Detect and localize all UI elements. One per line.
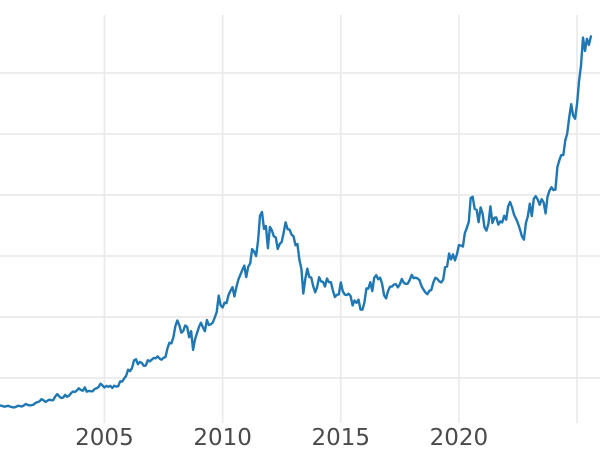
x-tick-label-2005: 2005 <box>75 425 134 450</box>
x-tick-label-2020: 2020 <box>429 425 489 450</box>
price-series-line <box>0 35 593 409</box>
x-tick-label-2010: 2010 <box>193 425 252 450</box>
x-tick-label-2015: 2015 <box>311 425 371 450</box>
